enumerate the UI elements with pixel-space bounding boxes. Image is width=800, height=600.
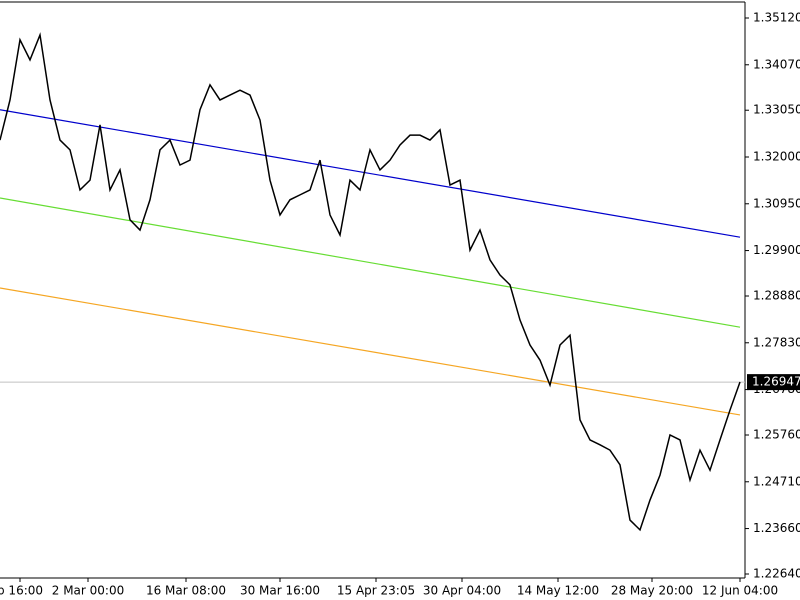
trend-line — [0, 197, 741, 328]
y-tick-label: 1.23660 — [753, 521, 800, 535]
y-tick-label: 1.33050 — [753, 103, 800, 117]
y-tick-label: 1.29900 — [753, 243, 800, 257]
x-tick-label: 15 Apr 23:05 — [337, 584, 415, 598]
y-tick-label: 1.30950 — [753, 196, 800, 210]
y-tick-label: 1.22640 — [753, 567, 800, 581]
x-tick-label: 12 Jun 04:00 — [702, 584, 778, 598]
y-tick-label: 1.27830 — [753, 335, 800, 349]
y-tick-label: 1.24710 — [753, 474, 800, 488]
x-tick-label: 16 Mar 08:00 — [146, 584, 226, 598]
current-price-box — [747, 374, 800, 391]
x-tick-label: 30 Apr 04:00 — [423, 584, 501, 598]
y-tick-label: 1.25760 — [753, 428, 800, 442]
y-tick-label: 1.32000 — [753, 150, 800, 164]
y-tick-label: 1.35120 — [753, 11, 800, 25]
x-tick-label: 14 May 12:00 — [517, 584, 599, 598]
x-tick-label: b 16:00 — [0, 584, 43, 598]
trend-line — [0, 287, 741, 416]
trend-line — [0, 109, 741, 238]
x-tick-label: 2 Mar 00:00 — [52, 584, 125, 598]
x-tick-label: 30 Mar 16:00 — [240, 584, 320, 598]
x-tick-label: 28 May 20:00 — [611, 584, 693, 598]
y-tick-label: 1.34070 — [753, 57, 800, 71]
y-tick-label: 1.28880 — [753, 289, 800, 303]
price-line — [0, 32, 741, 532]
current-price-label: 1.26947 — [752, 375, 800, 389]
